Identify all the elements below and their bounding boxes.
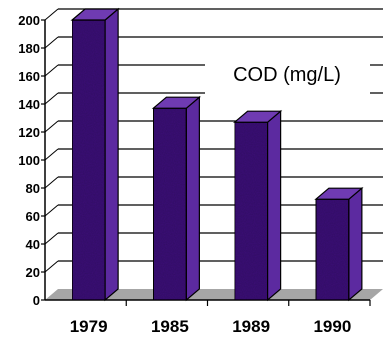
bar-1979 — [72, 9, 118, 300]
bar-1985 — [153, 97, 199, 300]
x-tick-label: 1979 — [70, 317, 108, 336]
gridline-depth — [45, 65, 58, 76]
x-axis-labels: 1979 1985 1989 1990 — [70, 317, 352, 336]
bar-1990 — [316, 188, 362, 300]
x-tick-label: 1985 — [151, 317, 189, 336]
y-tick-label: 100 — [18, 153, 40, 168]
bar-side — [186, 97, 199, 300]
bar-side — [105, 9, 118, 300]
x-tick-label: 1990 — [313, 317, 351, 336]
gridline-depth — [45, 93, 58, 104]
y-tick-label: 180 — [18, 41, 40, 56]
bar-front — [316, 199, 349, 300]
bar-side — [349, 188, 362, 300]
bar-1989 — [235, 111, 281, 300]
y-tick-label: 80 — [26, 181, 40, 196]
bar-side — [268, 111, 281, 300]
bar-front — [153, 108, 186, 300]
y-tick-label: 120 — [18, 125, 40, 140]
gridline-depth — [45, 261, 58, 272]
y-tick-label: 140 — [18, 97, 40, 112]
gridline-depth — [45, 149, 58, 160]
gridline-depth — [45, 177, 58, 188]
y-tick-label: 200 — [18, 13, 40, 28]
y-tick-label: 40 — [26, 237, 40, 252]
legend-box: COD (mg/L) — [205, 45, 370, 102]
gridline-depth — [45, 9, 58, 20]
y-tick-label: 0 — [33, 293, 40, 308]
gridline-depth — [45, 233, 58, 244]
x-tick-label: 1989 — [232, 317, 270, 336]
gridline-depth — [45, 121, 58, 132]
chart-title: COD (mg/L) — [233, 64, 341, 86]
gridline-depth — [45, 37, 58, 48]
gridline-depth — [45, 205, 58, 216]
bar-front — [72, 20, 105, 300]
bar-front — [235, 122, 268, 300]
y-tick-label: 20 — [26, 265, 40, 280]
y-tick-label: 60 — [26, 209, 40, 224]
y-tick-label: 160 — [18, 69, 40, 84]
